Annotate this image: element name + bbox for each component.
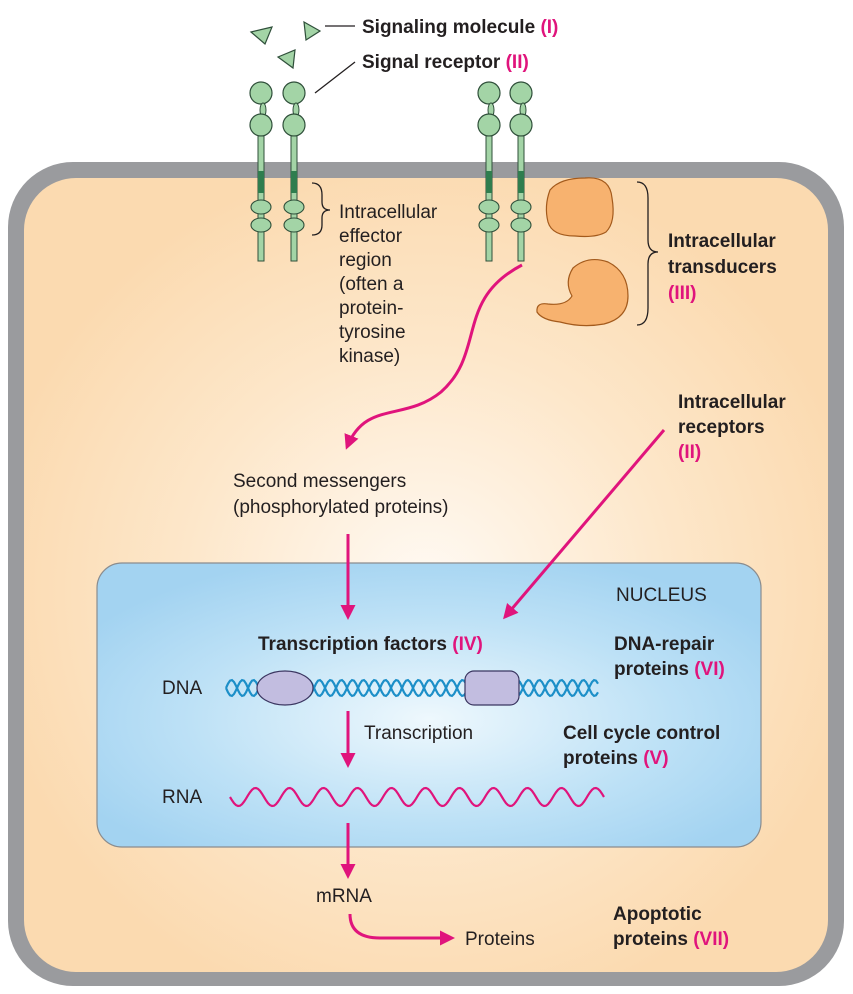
- transducers-bracket: [636, 181, 659, 326]
- dna-bound-protein-box: [464, 670, 520, 706]
- effector-region-label: Intracellular effector region (often a p…: [339, 202, 443, 367]
- transcription-factors-label: Transcription factors (IV): [258, 634, 483, 655]
- rna-wave: [229, 786, 605, 808]
- dna-repair-proteins-label: DNA-repair proteins (VI): [614, 634, 725, 680]
- proteins-label: Proteins: [465, 929, 535, 950]
- dna-label: DNA: [162, 678, 202, 699]
- effector-bracket: [311, 182, 331, 236]
- arrow-transducers-to-second-messengers: [344, 263, 523, 450]
- signaling-molecule-icons: [249, 20, 322, 70]
- intracellular-transducers-label: Intracellular transducers (III): [668, 231, 782, 304]
- mrna-label: mRNA: [316, 886, 372, 907]
- svg-text:Signal receptor (II): Signal receptor (II): [362, 52, 529, 73]
- intracellular-receptors-label: Intracellular receptors (II): [678, 392, 791, 463]
- nucleus: [96, 562, 762, 848]
- nucleus-label: NUCLEUS: [616, 585, 707, 606]
- cell-cycle-control-proteins-label: Cell cycle control proteins (V): [563, 723, 726, 769]
- rna-label: RNA: [162, 787, 202, 808]
- arrow-intracellular-receptors-to-nucleus: [503, 429, 666, 620]
- transcription-label: Transcription: [364, 723, 473, 744]
- arrow-mrna-to-proteins: [348, 913, 455, 946]
- transducer-shape-lower: [536, 258, 629, 327]
- apoptotic-proteins-label: Apoptotic proteins (VII): [613, 904, 729, 950]
- dna-bound-protein-oval: [256, 670, 314, 706]
- transducer-shape-upper: [545, 177, 614, 238]
- second-messengers-label: Second messengers (phosphorylated protei…: [233, 471, 448, 518]
- svg-text:Signaling molecule (I): Signaling molecule (I): [362, 17, 558, 38]
